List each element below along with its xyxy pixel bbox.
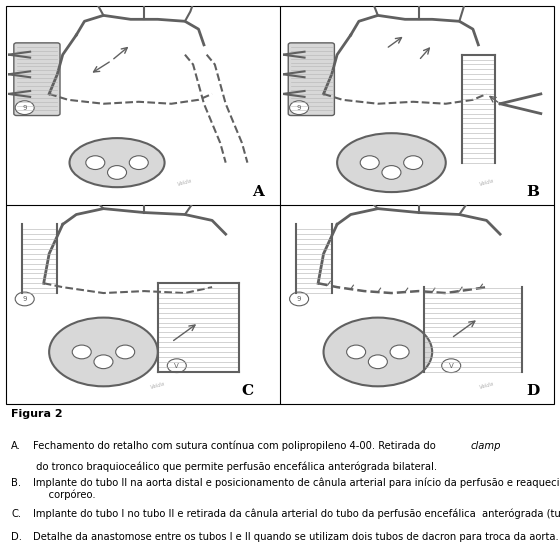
Ellipse shape bbox=[167, 359, 186, 373]
Text: clamp: clamp bbox=[471, 441, 501, 451]
Ellipse shape bbox=[360, 156, 379, 169]
Text: Valda: Valda bbox=[479, 178, 494, 187]
Text: D: D bbox=[526, 384, 539, 398]
Text: Valda: Valda bbox=[150, 381, 166, 390]
FancyBboxPatch shape bbox=[14, 43, 60, 115]
Text: Detalhe da anastomose entre os tubos I e II quando se utilizam dois tubos de dac: Detalhe da anastomose entre os tubos I e… bbox=[32, 531, 558, 541]
Ellipse shape bbox=[129, 156, 148, 169]
Ellipse shape bbox=[390, 345, 409, 359]
FancyBboxPatch shape bbox=[288, 43, 334, 115]
Ellipse shape bbox=[116, 345, 135, 359]
Text: A: A bbox=[253, 185, 264, 199]
Text: A.: A. bbox=[11, 441, 21, 451]
Ellipse shape bbox=[337, 133, 446, 192]
Text: Fechamento do retalho com sutura contínua com polipropileno 4-00. Retirada do: Fechamento do retalho com sutura contínu… bbox=[32, 441, 438, 451]
Ellipse shape bbox=[382, 165, 401, 179]
Text: V: V bbox=[174, 363, 179, 369]
Text: 9: 9 bbox=[22, 105, 27, 111]
Ellipse shape bbox=[15, 292, 34, 306]
Text: C: C bbox=[241, 384, 254, 398]
Text: 9: 9 bbox=[297, 105, 301, 111]
Text: C.: C. bbox=[11, 509, 21, 519]
Ellipse shape bbox=[86, 156, 105, 169]
Ellipse shape bbox=[442, 359, 461, 373]
Ellipse shape bbox=[324, 317, 432, 387]
Ellipse shape bbox=[290, 101, 309, 115]
Text: Valda: Valda bbox=[479, 381, 494, 390]
Ellipse shape bbox=[94, 355, 113, 369]
Ellipse shape bbox=[290, 292, 309, 306]
Ellipse shape bbox=[15, 101, 34, 115]
Ellipse shape bbox=[108, 165, 127, 179]
Text: 9: 9 bbox=[297, 296, 301, 302]
Text: Implante do tubo II na aorta distal e posicionamento de cânula arterial para iní: Implante do tubo II na aorta distal e po… bbox=[32, 477, 560, 500]
Text: 9: 9 bbox=[22, 296, 27, 302]
Ellipse shape bbox=[368, 355, 388, 369]
Ellipse shape bbox=[69, 138, 165, 187]
Text: B: B bbox=[526, 185, 539, 199]
Text: Valda: Valda bbox=[177, 178, 193, 187]
Ellipse shape bbox=[347, 345, 366, 359]
Ellipse shape bbox=[72, 345, 91, 359]
Text: do tronco braquioceálico que permite perfusão encefálica anterógrada bilateral.: do tronco braquioceálico que permite per… bbox=[32, 462, 437, 472]
Text: B.: B. bbox=[11, 477, 21, 487]
Text: D.: D. bbox=[11, 531, 22, 541]
Text: V: V bbox=[449, 363, 454, 369]
Ellipse shape bbox=[49, 317, 158, 387]
Text: Figura 2: Figura 2 bbox=[11, 409, 63, 419]
Ellipse shape bbox=[404, 156, 423, 169]
Text: Implante do tubo I no tubo II e retirada da cânula arterial do tubo da perfusão : Implante do tubo I no tubo II e retirada… bbox=[32, 509, 560, 519]
